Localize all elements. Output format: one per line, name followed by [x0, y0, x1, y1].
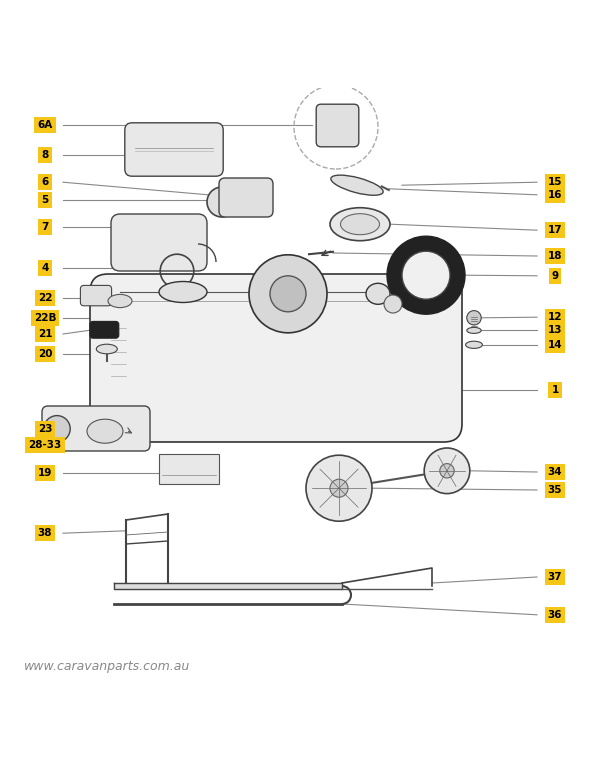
- Circle shape: [207, 187, 237, 217]
- FancyBboxPatch shape: [90, 274, 462, 442]
- Text: 35: 35: [548, 485, 562, 495]
- Text: 36: 36: [548, 610, 562, 620]
- FancyBboxPatch shape: [42, 406, 150, 451]
- Ellipse shape: [331, 175, 383, 196]
- FancyBboxPatch shape: [80, 286, 112, 306]
- FancyBboxPatch shape: [90, 321, 119, 338]
- Text: 19: 19: [38, 468, 52, 478]
- Text: 20: 20: [38, 348, 52, 359]
- Text: 6A: 6A: [37, 120, 53, 130]
- Text: 5: 5: [41, 196, 49, 205]
- Text: www.caravanparts.com.au: www.caravanparts.com.au: [24, 660, 190, 673]
- Text: 7: 7: [41, 222, 49, 232]
- Text: 8: 8: [41, 151, 49, 160]
- Ellipse shape: [87, 419, 123, 443]
- Ellipse shape: [366, 283, 390, 304]
- Text: 22: 22: [38, 293, 52, 303]
- Text: 6: 6: [41, 177, 49, 187]
- FancyBboxPatch shape: [316, 104, 359, 147]
- Text: 23: 23: [38, 424, 52, 434]
- FancyBboxPatch shape: [159, 454, 219, 484]
- Circle shape: [44, 416, 70, 442]
- Ellipse shape: [467, 327, 481, 334]
- Circle shape: [402, 251, 450, 300]
- Text: 13: 13: [548, 325, 562, 335]
- Text: 12: 12: [548, 312, 562, 322]
- Ellipse shape: [466, 341, 482, 348]
- Text: 28-33: 28-33: [28, 440, 62, 450]
- Ellipse shape: [341, 213, 380, 234]
- Text: 14: 14: [548, 340, 562, 350]
- Text: 16: 16: [548, 190, 562, 199]
- Text: 18: 18: [548, 251, 562, 261]
- Ellipse shape: [108, 294, 132, 307]
- Circle shape: [249, 255, 327, 333]
- Text: 17: 17: [548, 225, 562, 235]
- Circle shape: [270, 275, 306, 312]
- Text: 9: 9: [551, 271, 559, 281]
- Circle shape: [387, 236, 465, 314]
- Circle shape: [330, 480, 348, 497]
- Text: 38: 38: [38, 528, 52, 539]
- Text: 15: 15: [548, 177, 562, 187]
- Text: 21: 21: [38, 329, 52, 339]
- Ellipse shape: [330, 208, 390, 241]
- Text: 22B: 22B: [34, 313, 56, 323]
- Text: 34: 34: [548, 467, 562, 477]
- Text: 4: 4: [41, 263, 49, 273]
- Ellipse shape: [159, 282, 207, 303]
- Polygon shape: [114, 583, 342, 589]
- Text: 1: 1: [551, 385, 559, 395]
- Ellipse shape: [96, 345, 118, 354]
- FancyBboxPatch shape: [111, 214, 207, 271]
- FancyBboxPatch shape: [219, 178, 273, 217]
- FancyBboxPatch shape: [125, 123, 223, 176]
- Text: 37: 37: [548, 572, 562, 582]
- Circle shape: [306, 456, 372, 521]
- Circle shape: [384, 295, 402, 313]
- Circle shape: [440, 463, 454, 478]
- Circle shape: [467, 310, 481, 325]
- Circle shape: [424, 448, 470, 494]
